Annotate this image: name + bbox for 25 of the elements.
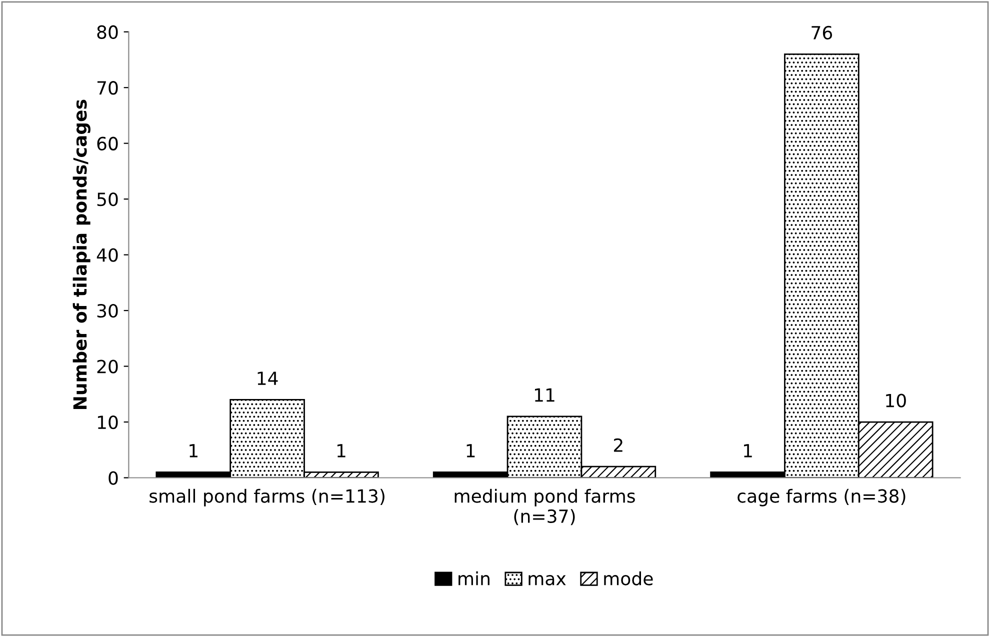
data-label: 1 <box>337 444 346 458</box>
y-axis-title: Number of tilapia ponds/cages <box>72 100 90 409</box>
legend-label: mode <box>604 571 653 586</box>
y-tick-label: 30 <box>97 304 118 318</box>
y-tick-label: 0 <box>108 471 118 485</box>
x-tick-label: medium pond farms (n=37) <box>454 488 635 526</box>
data-label: 76 <box>812 26 832 40</box>
data-label: 10 <box>886 394 906 408</box>
y-tick-label: 60 <box>97 136 118 150</box>
data-label: 1 <box>744 444 752 458</box>
x-tick-label: cage farms (n=38) <box>738 488 906 506</box>
y-tick-label: 80 <box>97 25 118 39</box>
data-label: 14 <box>258 372 278 385</box>
data-label: 2 <box>614 438 622 452</box>
y-tick-label: 40 <box>96 248 118 262</box>
legend-label: min <box>458 571 490 586</box>
data-label: 11 <box>534 388 554 402</box>
data-label: 1 <box>190 444 198 458</box>
legend-label: max <box>528 575 566 586</box>
y-tick-label: 50 <box>97 192 118 206</box>
x-tick-label: small pond farms (n=113) <box>150 488 384 506</box>
y-tick-label: 10 <box>98 415 118 430</box>
data-label: 1 <box>466 444 475 458</box>
y-tick-label: 70 <box>97 81 118 95</box>
y-tick-label: 20 <box>97 360 118 374</box>
